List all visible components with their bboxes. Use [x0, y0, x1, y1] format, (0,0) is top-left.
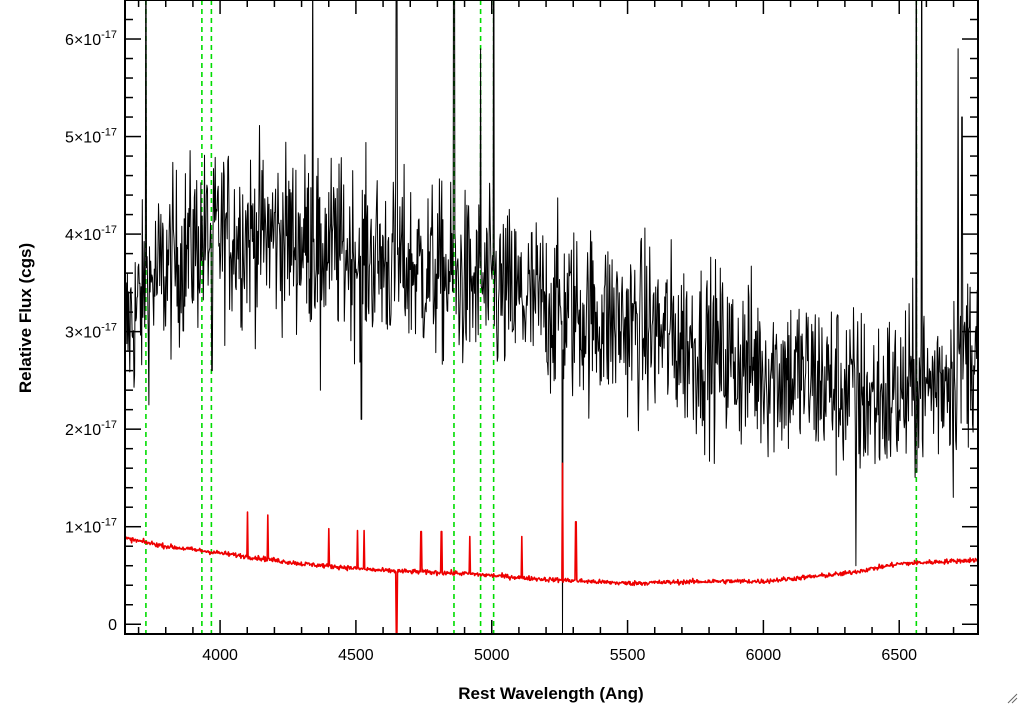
y-axis-title: Relative Flux (cgs)	[16, 243, 35, 393]
axis-ticks	[125, 0, 978, 634]
x-tick-label: 5500	[610, 647, 646, 664]
x-tick-label: 4000	[202, 647, 238, 664]
y-tick-label: 5×10-17	[65, 127, 117, 147]
y-tick-label: 4×10-17	[65, 224, 117, 244]
spectrum-series	[125, 0, 978, 634]
y-tick-label: 1×10-17	[65, 517, 117, 537]
plot-frame	[124, 0, 979, 635]
x-tick-label: 5000	[474, 647, 510, 664]
resize-grip-icon[interactable]	[1006, 692, 1018, 704]
x-tick-label: 6500	[881, 647, 917, 664]
y-tick-label: 6×10-17	[65, 29, 117, 49]
y-tick-label: 0	[108, 617, 117, 634]
tick-labels: 4000 4500 5000 5500 6000 6500 0 1×10-17 2×10-17 3…	[65, 29, 917, 664]
x-tick-label: 4500	[338, 647, 374, 664]
x-axis-title: Rest Wavelength (Ang)	[458, 684, 643, 703]
plot-border	[124, 0, 979, 635]
x-tick-label: 6000	[746, 647, 782, 664]
y-tick-label: 2×10-17	[65, 419, 117, 439]
series-line-1	[125, 0, 978, 634]
series-line-2	[125, 462, 978, 634]
y-tick-label: 3×10-17	[65, 322, 117, 342]
